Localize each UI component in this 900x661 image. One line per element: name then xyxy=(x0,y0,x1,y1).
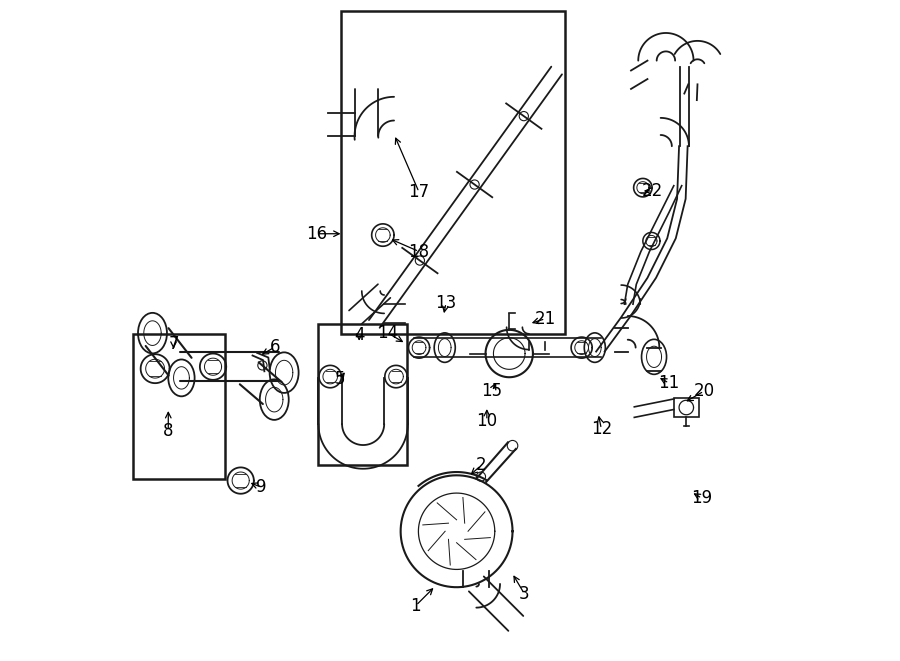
Circle shape xyxy=(470,180,479,189)
Bar xyxy=(319,324,407,465)
Text: 7: 7 xyxy=(168,334,179,353)
Text: 4: 4 xyxy=(354,326,364,344)
Text: 18: 18 xyxy=(409,243,429,260)
Circle shape xyxy=(415,256,425,265)
Bar xyxy=(674,398,698,417)
Text: 13: 13 xyxy=(436,294,456,312)
Text: 17: 17 xyxy=(409,183,429,201)
Text: 15: 15 xyxy=(482,382,503,400)
Text: 20: 20 xyxy=(694,382,715,400)
Text: 22: 22 xyxy=(642,182,663,200)
Text: 16: 16 xyxy=(306,225,327,243)
Text: 12: 12 xyxy=(590,420,612,438)
Text: 1: 1 xyxy=(410,597,421,615)
Text: 9: 9 xyxy=(256,478,266,496)
Text: 2: 2 xyxy=(475,457,486,475)
Bar xyxy=(132,334,225,479)
Text: 14: 14 xyxy=(378,324,399,342)
Text: 19: 19 xyxy=(691,489,713,508)
Text: 21: 21 xyxy=(535,309,556,328)
Circle shape xyxy=(519,112,528,121)
Text: 10: 10 xyxy=(476,412,498,430)
Bar xyxy=(341,11,565,334)
Text: 5: 5 xyxy=(335,369,346,387)
Text: 6: 6 xyxy=(270,338,280,356)
Text: 3: 3 xyxy=(519,585,530,603)
Text: 11: 11 xyxy=(659,374,680,392)
Text: 8: 8 xyxy=(163,422,174,440)
